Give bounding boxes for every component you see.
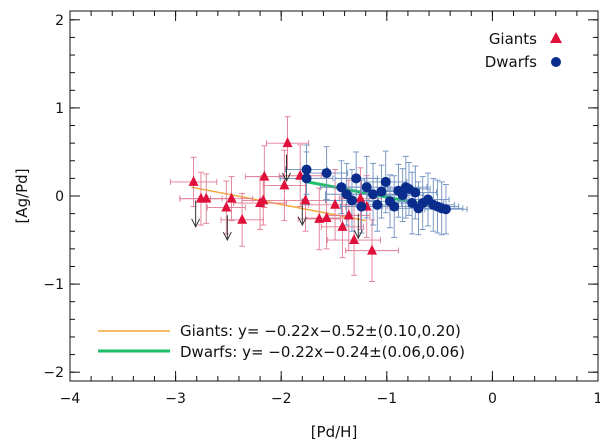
giant-point bbox=[237, 213, 248, 224]
legend-marker-giants bbox=[550, 32, 562, 43]
giant-point bbox=[226, 192, 237, 203]
dwarf-point bbox=[380, 176, 391, 187]
giant-point bbox=[330, 198, 341, 209]
upper-limit-arrow-head bbox=[222, 231, 232, 242]
upper-limit-arrow-head bbox=[353, 230, 363, 240]
upper-limit-arrow-head bbox=[282, 172, 291, 183]
legend-marker-dwarfs bbox=[551, 57, 561, 67]
dwarf-point bbox=[336, 182, 347, 193]
giant-point bbox=[321, 212, 332, 223]
x-tick-label: −1 bbox=[376, 391, 397, 407]
giant-point bbox=[314, 212, 325, 223]
x-tick-label: 1 bbox=[594, 391, 600, 407]
y-tick-label: 2 bbox=[55, 13, 64, 29]
dwarf-point bbox=[361, 182, 372, 193]
x-tick-label: −2 bbox=[271, 391, 292, 407]
giant-point bbox=[349, 234, 360, 245]
x-tick-label: −3 bbox=[165, 391, 186, 407]
upper-limit-arrow-head bbox=[297, 216, 307, 227]
data-markers bbox=[188, 137, 451, 255]
dwarf-point bbox=[346, 195, 357, 206]
giant-point bbox=[258, 194, 269, 205]
legend: Giants Dwarfs bbox=[485, 30, 562, 71]
dwarf-point bbox=[321, 168, 332, 179]
fit-legend: Giants: y= −0.22x−0.52±(0.10,0.20) Dwarf… bbox=[98, 322, 465, 361]
giant-point bbox=[279, 179, 290, 190]
axis-tick-labels: −4 −3 −2 −1 0 1 −2 −1 0 1 2 bbox=[43, 13, 600, 407]
fit-legend-label-giants: Giants: y= −0.22x−0.52±(0.10,0.20) bbox=[180, 322, 461, 340]
x-axis-label: [Pd/H] bbox=[311, 423, 358, 441]
giant-point bbox=[188, 175, 199, 186]
y-tick-label: −1 bbox=[43, 277, 64, 293]
dwarf-point bbox=[389, 201, 400, 212]
dwarf-point bbox=[301, 164, 312, 175]
giant-point bbox=[221, 201, 232, 212]
y-tick-label: −2 bbox=[43, 365, 64, 381]
dwarf-point bbox=[372, 199, 383, 210]
giant-point bbox=[300, 194, 311, 205]
legend-label-giants: Giants bbox=[489, 30, 537, 48]
x-tick-label: −4 bbox=[60, 391, 81, 407]
giant-point bbox=[355, 192, 366, 203]
dwarf-point bbox=[440, 204, 451, 215]
dwarf-point bbox=[356, 201, 367, 212]
giant-point bbox=[201, 192, 212, 203]
giant-point bbox=[282, 137, 293, 148]
fit-legend-label-dwarfs: Dwarfs: y= −0.22x−0.24±(0.06,0.06) bbox=[180, 343, 465, 361]
dwarf-point bbox=[301, 173, 312, 184]
axis-ticks bbox=[69, 11, 599, 381]
x-tick-label: 0 bbox=[488, 391, 497, 407]
dwarf-point bbox=[376, 186, 387, 197]
giant-point bbox=[259, 170, 270, 181]
legend-label-dwarfs: Dwarfs bbox=[485, 53, 537, 71]
giant-point bbox=[367, 244, 378, 255]
dwarf-point bbox=[351, 173, 362, 184]
y-axis-label: [Ag/Pd] bbox=[13, 168, 31, 223]
y-tick-label: 1 bbox=[55, 101, 64, 117]
giant-point bbox=[337, 220, 348, 231]
dwarf-point bbox=[410, 187, 421, 198]
dwarf-point bbox=[397, 190, 408, 201]
dwarf-point bbox=[368, 189, 379, 200]
y-tick-label: 0 bbox=[55, 189, 64, 205]
giant-point bbox=[343, 209, 354, 220]
upper-limit-arrow-head bbox=[191, 218, 201, 228]
